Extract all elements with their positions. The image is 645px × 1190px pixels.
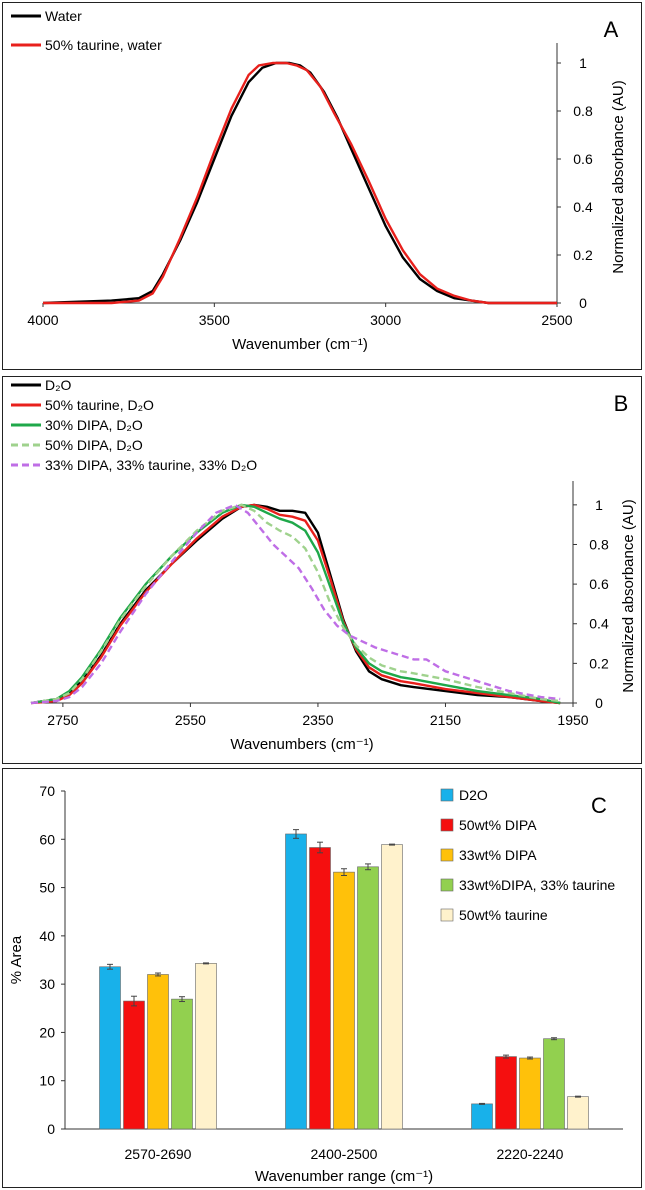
- series-line-b-50-taurine-d-o: [30, 503, 561, 705]
- y-tick-label-a: 0: [579, 295, 587, 311]
- y-tick-label-c: 50: [39, 880, 55, 896]
- x-tick-label-a: 3500: [199, 312, 230, 328]
- legend-swatch-c-50wt-dipa: [440, 818, 454, 832]
- y-tick-label-c: 0: [47, 1121, 55, 1137]
- x-axis-title-b: Wavenumbers (cm⁻¹): [230, 736, 373, 753]
- legend-label-c-50wt-dipa: 50wt% DIPA: [459, 817, 537, 833]
- x-tick-label-a: 4000: [27, 312, 58, 328]
- legend-label-c-d2o: D2O: [459, 787, 488, 803]
- x-tick-label-c: 2220-2240: [497, 1146, 564, 1162]
- x-axis-title-a: Wavenumber (cm⁻¹): [232, 336, 368, 353]
- x-tick-label-c: 2570-2690: [125, 1146, 192, 1162]
- chart-panel-c: C 0 10 20 30 40 50 60 70 % Area 2570-2690 2400-2500…: [2, 768, 642, 1188]
- x-tick-label-b: 2350: [302, 712, 333, 728]
- legend-label-b-33-dipa-33-taurine-33-d-o: 33% DIPA, 33% taurine, 33% D₂O: [45, 457, 257, 473]
- y-tick-label-b: 1: [595, 497, 603, 513]
- y-tick-label-c: 30: [39, 976, 55, 992]
- bar-50wt-taurine-2570-2690: [195, 963, 217, 1130]
- legend-label-a-water: Water: [45, 8, 82, 24]
- x-tick-label-b: 2150: [430, 712, 461, 728]
- bar-50wt-taurine-2220-2240: [567, 1096, 589, 1130]
- y-tick-label-c: 70: [39, 783, 55, 799]
- legend-label-a-50-taurine-water: 50% taurine, water: [45, 37, 162, 53]
- y-tick-label-b: 0: [595, 695, 603, 711]
- legend-swatch-c-33wt-dipa: [440, 848, 454, 862]
- panel-label-a: A: [604, 17, 619, 42]
- y-tick-label-b: 0.6: [589, 576, 609, 592]
- series-line-a-50-taurine-water: [43, 61, 557, 305]
- x-tick-label-a: 3000: [370, 312, 401, 328]
- bar-33wt-dipa-33-taurine-2400-2500: [357, 866, 379, 1130]
- bar-50wt-dipa-2400-2500: [309, 847, 331, 1130]
- bar-50wt-dipa-2220-2240: [495, 1056, 517, 1130]
- chart-b-svg: B 2750 2550 2350 2150 1950 Wavenumbers (cm⁻¹) 0…: [11, 377, 637, 753]
- x-tick-label-b: 2750: [47, 712, 78, 728]
- y-tick-label-c: 10: [39, 1073, 55, 1089]
- series-line-b-30-dipa-d-o: [30, 503, 561, 705]
- bar-50wt-dipa-2570-2690: [123, 1000, 145, 1130]
- legend-swatch-c-50wt-taurine: [440, 908, 454, 922]
- panel-label-b: B: [614, 391, 629, 416]
- y-tick-label-a: 1: [579, 55, 587, 71]
- y-tick-label-a: 0.6: [573, 151, 593, 167]
- bar-33wt-dipa-33-taurine-2570-2690: [171, 998, 193, 1130]
- x-tick-label-a: 2500: [541, 312, 572, 328]
- legend-label-c-33wt-dipa: 33wt% DIPA: [459, 847, 537, 863]
- chart-panel-a: A 4000 3500 3000 2500 Wavenumber (cm⁻¹) 0 0.2 0.…: [2, 2, 642, 370]
- bar-33wt-dipa-33-taurine-2220-2240: [543, 1038, 565, 1130]
- y-tick-label-c: 20: [39, 1024, 55, 1040]
- bar-33wt-dipa-2570-2690: [147, 974, 169, 1130]
- legend-label-c-33wt-dipa-33-taurine: 33wt%DIPA, 33% taurine: [459, 877, 615, 893]
- legend-label-b-50-taurine-d-o: 50% taurine, D₂O: [45, 397, 154, 413]
- y-axis-title-a: Normalized absorbance (AU): [610, 80, 627, 273]
- series-line-b-50-dipa-d-o: [30, 503, 561, 705]
- legend-swatch-c-33wt-dipa-33-taurine: [440, 878, 454, 892]
- chart-a-svg: A 4000 3500 3000 2500 Wavenumber (cm⁻¹) 0 0.2 0.…: [11, 8, 627, 353]
- series-line-b-33-dipa-33-taurine-33-d-o: [30, 503, 561, 705]
- legend-label-c-50wt-taurine: 50wt% taurine: [459, 907, 548, 923]
- bar-33wt-dipa-2220-2240: [519, 1057, 541, 1130]
- bar-d2o-2570-2690: [99, 966, 121, 1130]
- panel-label-c: C: [591, 793, 607, 818]
- x-axis-title-c: Wavenumber range (cm⁻¹): [255, 1168, 433, 1185]
- y-tick-label-c: 40: [39, 928, 55, 944]
- chart-c-svg: C 0 10 20 30 40 50 60 70 % Area 2570-2690 2400-2500…: [8, 783, 623, 1185]
- y-tick-label-b: 0.4: [589, 616, 609, 632]
- y-tick-label-a: 0.8: [573, 103, 593, 119]
- chart-panel-b: B 2750 2550 2350 2150 1950 Wavenumbers (cm⁻¹) 0…: [2, 376, 642, 764]
- series-line-b-d-o: [30, 503, 561, 705]
- y-tick-label-b: 0.8: [589, 536, 609, 552]
- series-line-a-water: [42, 61, 557, 305]
- x-tick-label-b: 2550: [175, 712, 206, 728]
- bar-50wt-taurine-2400-2500: [381, 844, 403, 1130]
- legend-label-b-d-o: D₂O: [45, 377, 72, 393]
- bar-d2o-2400-2500: [285, 833, 307, 1130]
- y-axis-title-c: % Area: [8, 935, 25, 984]
- y-axis-title-b: Normalized absorbance (AU): [620, 499, 637, 692]
- y-tick-label-a: 0.2: [573, 247, 593, 263]
- bar-d2o-2220-2240: [471, 1103, 493, 1130]
- legend-label-b-30-dipa-d-o: 30% DIPA, D₂O: [45, 417, 143, 433]
- y-tick-label-c: 60: [39, 831, 55, 847]
- y-tick-label-b: 0.2: [589, 655, 609, 671]
- bar-33wt-dipa-2400-2500: [333, 871, 355, 1130]
- legend-label-b-50-dipa-d-o: 50% DIPA, D₂O: [45, 437, 143, 453]
- y-tick-label-a: 0.4: [573, 199, 593, 215]
- legend-swatch-c-d2o: [440, 788, 454, 802]
- x-tick-label-b: 1950: [557, 712, 588, 728]
- x-tick-label-c: 2400-2500: [311, 1146, 378, 1162]
